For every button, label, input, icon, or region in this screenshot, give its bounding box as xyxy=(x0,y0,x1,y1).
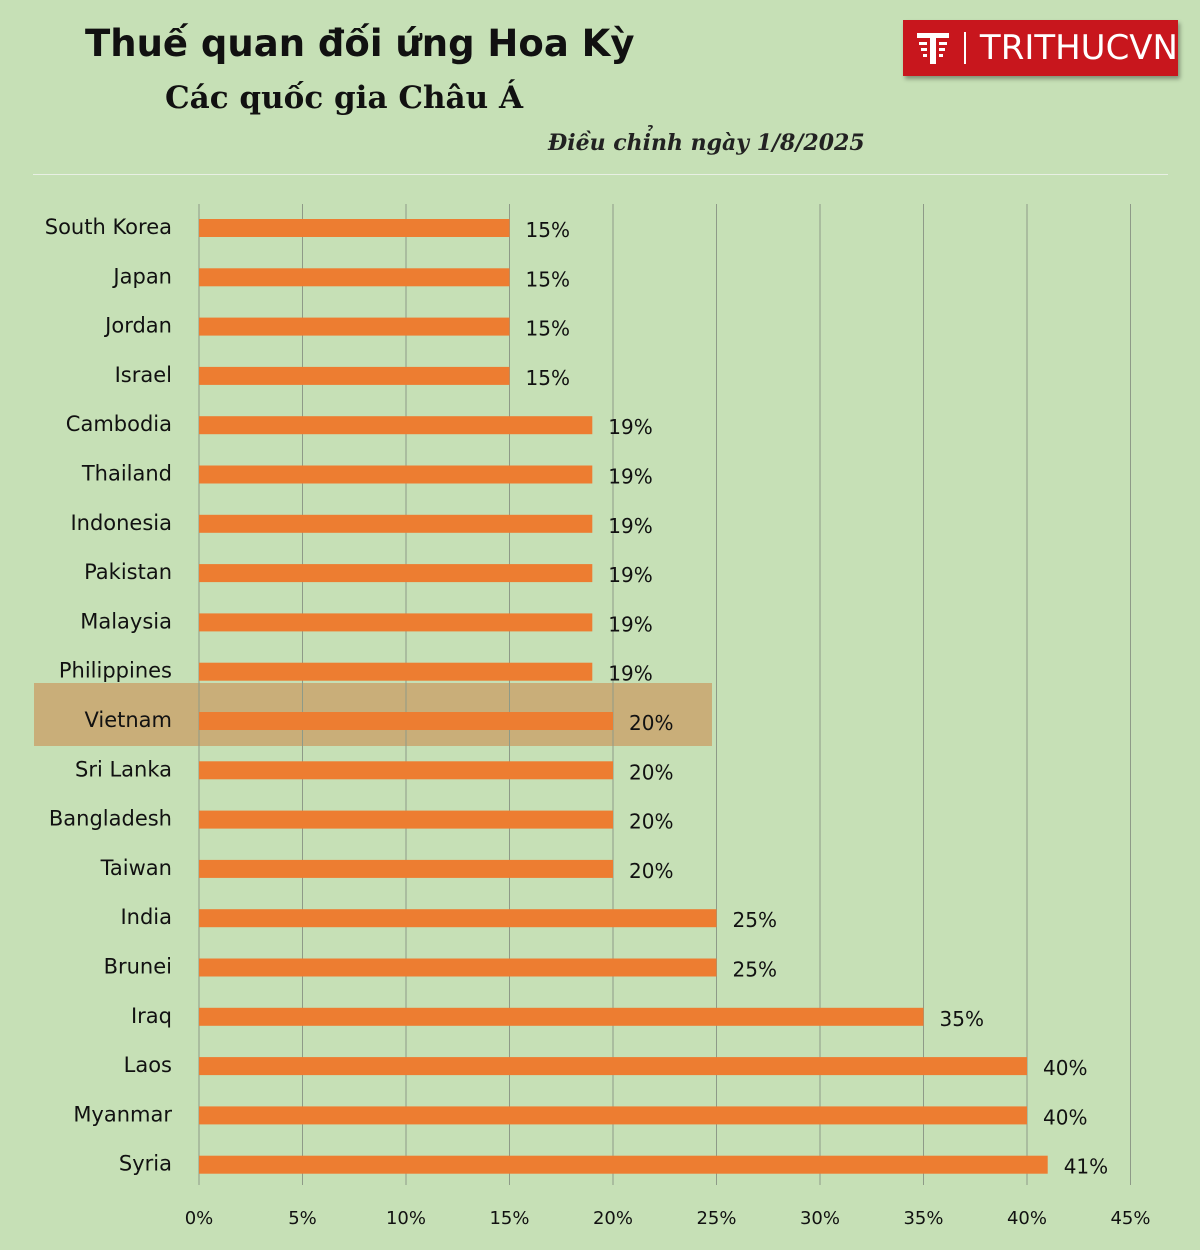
x-tick-label: 10% xyxy=(386,1208,426,1229)
value-label: 20% xyxy=(629,810,673,834)
value-label: 20% xyxy=(629,711,673,735)
category-label: Israel xyxy=(115,363,172,387)
category-label: Myanmar xyxy=(73,1102,172,1126)
value-label: 15% xyxy=(526,317,570,341)
x-tick-label: 40% xyxy=(1007,1208,1047,1229)
bar xyxy=(199,564,593,583)
bar xyxy=(199,712,613,730)
value-label: 19% xyxy=(608,662,652,686)
x-tick-label: 35% xyxy=(903,1208,943,1229)
category-label: Jordan xyxy=(103,314,172,338)
trithucvn-logo-icon xyxy=(903,20,964,76)
category-label: Syria xyxy=(119,1152,172,1176)
x-tick-label: 0% xyxy=(185,1208,214,1229)
value-label: 41% xyxy=(1064,1155,1108,1179)
value-label: 40% xyxy=(1043,1105,1087,1129)
value-label: 15% xyxy=(526,366,570,390)
value-label: 19% xyxy=(608,563,652,587)
x-tick-label: 20% xyxy=(593,1208,633,1229)
value-label: 19% xyxy=(608,612,652,636)
value-label: 19% xyxy=(608,514,652,538)
logo-separator xyxy=(963,32,966,64)
category-label: Cambodia xyxy=(66,412,172,436)
category-label: Japan xyxy=(111,264,172,288)
category-label: Malaysia xyxy=(80,609,172,633)
value-label: 20% xyxy=(629,760,673,784)
value-label: 35% xyxy=(940,1007,984,1031)
x-tick-label: 45% xyxy=(1110,1208,1150,1229)
category-label: Laos xyxy=(124,1053,172,1077)
value-label: 20% xyxy=(629,859,673,883)
bar xyxy=(199,416,593,435)
value-label: 25% xyxy=(733,908,777,932)
bar xyxy=(199,958,717,977)
bar xyxy=(199,1155,1048,1174)
chart-title: Thuế quan đối ứng Hoa Kỳ xyxy=(85,22,635,65)
bar xyxy=(199,268,510,287)
x-tick-label: 30% xyxy=(800,1208,840,1229)
bar xyxy=(199,859,613,878)
category-label: India xyxy=(120,905,172,929)
x-tick-label: 15% xyxy=(489,1208,529,1229)
category-label: Pakistan xyxy=(84,560,172,584)
trithucvn-logo: TRITHUCVN xyxy=(903,20,1178,76)
value-label: 40% xyxy=(1043,1056,1087,1080)
category-label: Vietnam xyxy=(84,708,172,732)
category-label: Brunei xyxy=(104,955,172,979)
value-label: 15% xyxy=(526,218,570,242)
bar xyxy=(199,1106,1027,1125)
value-label: 15% xyxy=(526,267,570,291)
x-tick-label: 25% xyxy=(696,1208,736,1229)
bar xyxy=(199,366,510,385)
x-tick-label: 5% xyxy=(288,1208,317,1229)
category-label: South Korea xyxy=(45,215,172,239)
bar xyxy=(199,662,593,681)
category-label: Iraq xyxy=(131,1004,172,1028)
bar xyxy=(199,909,717,928)
value-label: 19% xyxy=(608,465,652,489)
category-label: Indonesia xyxy=(70,511,172,535)
bar xyxy=(199,465,593,484)
value-label: 19% xyxy=(608,415,652,439)
bar xyxy=(199,761,613,780)
bar xyxy=(199,1057,1027,1076)
category-label: Sri Lanka xyxy=(75,757,172,781)
category-label: Philippines xyxy=(59,659,172,683)
bar xyxy=(199,613,593,632)
category-label: Thailand xyxy=(81,462,172,486)
bar xyxy=(199,514,593,533)
chart-subtitle: Các quốc gia Châu Á xyxy=(165,80,523,116)
logo-text: TRITHUCVN xyxy=(979,28,1178,68)
bar xyxy=(199,219,510,237)
category-label: Taiwan xyxy=(100,856,172,880)
bar xyxy=(199,810,613,829)
bar xyxy=(199,1007,924,1026)
bar xyxy=(199,317,510,336)
value-label: 25% xyxy=(733,958,777,982)
category-label: Bangladesh xyxy=(49,807,172,831)
header-divider xyxy=(33,174,1168,175)
update-note: Điều chỉnh ngày 1/8/2025 xyxy=(548,130,865,156)
